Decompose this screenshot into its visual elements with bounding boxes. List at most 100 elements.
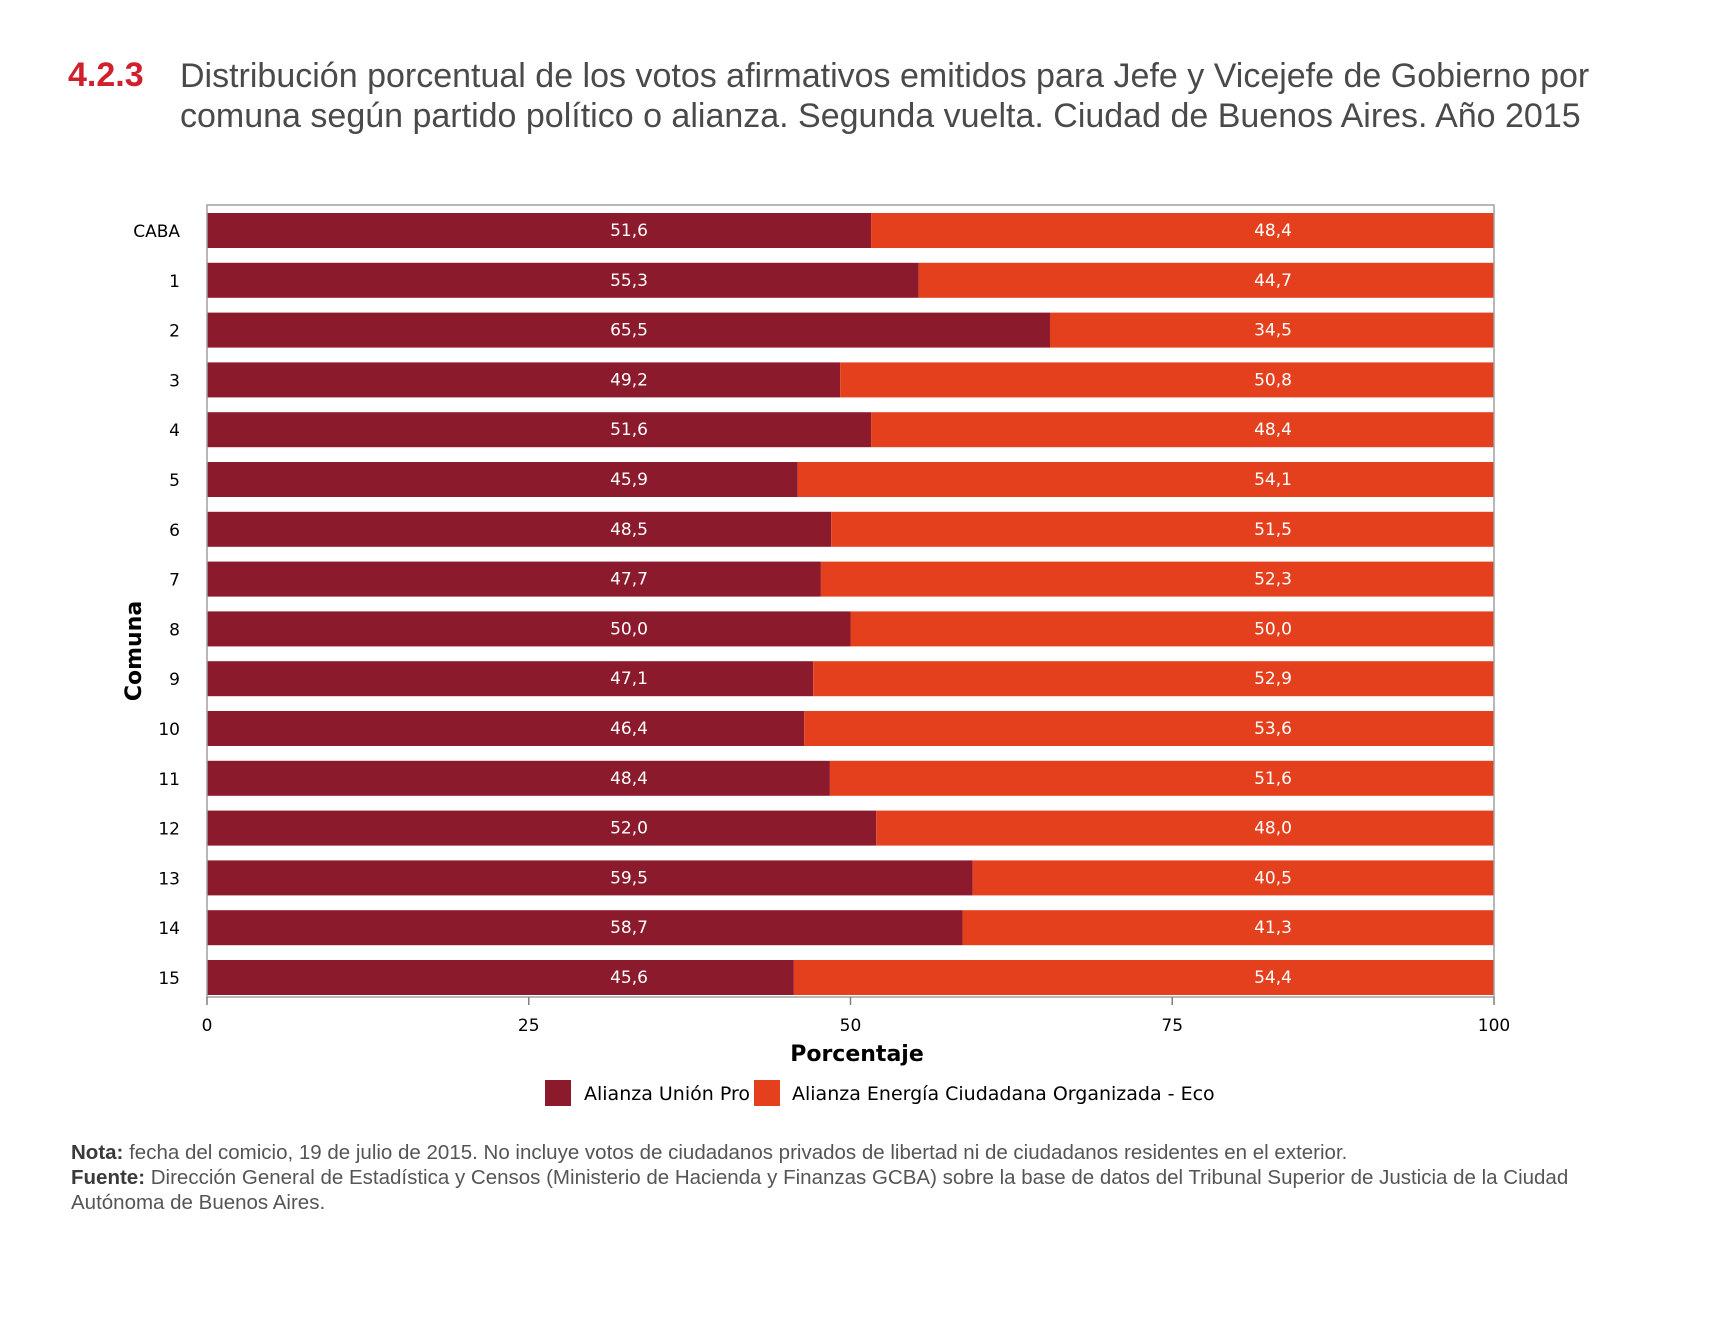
bar-pro bbox=[207, 511, 832, 547]
y-tick-label: 4 bbox=[169, 421, 180, 441]
data-label-pro: 45,6 bbox=[610, 968, 648, 988]
y-tick-label: 7 bbox=[169, 571, 180, 591]
data-label-eco: 48,4 bbox=[1254, 221, 1292, 241]
bar-pro bbox=[207, 760, 830, 796]
data-label-pro: 50,0 bbox=[610, 619, 648, 639]
y-tick-label: 12 bbox=[158, 820, 180, 840]
data-label-eco: 51,6 bbox=[1254, 769, 1292, 789]
fuente-label: Fuente: bbox=[71, 1166, 146, 1189]
bar-pro bbox=[207, 661, 814, 697]
legend-label: Alianza Unión Pro bbox=[584, 1083, 750, 1105]
bar-pro bbox=[207, 412, 872, 448]
data-label-eco: 44,7 bbox=[1254, 271, 1292, 291]
bar-eco bbox=[1049, 312, 1494, 348]
bar-pro bbox=[207, 462, 798, 497]
y-tick-label: 11 bbox=[158, 770, 180, 790]
legend-label: Alianza Energía Ciudadana Organizada - E… bbox=[792, 1083, 1215, 1105]
y-axis-label: Comuna bbox=[122, 601, 147, 701]
data-label-eco: 53,6 bbox=[1254, 719, 1292, 739]
y-tick-label: CABA bbox=[133, 222, 180, 242]
bar-eco bbox=[871, 412, 1494, 448]
y-tick-label: 6 bbox=[169, 521, 180, 541]
legend-swatch bbox=[545, 1080, 571, 1106]
notes-block: Nota: fecha del comicio, 19 de julio de … bbox=[71, 1140, 1591, 1215]
bar-eco bbox=[820, 561, 1494, 597]
x-axis-label: Porcentaje bbox=[790, 1042, 924, 1067]
bar-pro bbox=[207, 960, 794, 995]
x-tick-label: 75 bbox=[1161, 1016, 1183, 1036]
data-label-eco: 50,0 bbox=[1254, 619, 1292, 639]
bar-pro bbox=[207, 611, 851, 647]
nota-label: Nota: bbox=[71, 1141, 124, 1164]
note-line: Nota: fecha del comicio, 19 de julio de … bbox=[71, 1140, 1591, 1165]
y-tick-label: 13 bbox=[158, 869, 180, 889]
legend-swatch bbox=[754, 1080, 780, 1106]
data-label-eco: 40,5 bbox=[1254, 868, 1292, 888]
data-label-pro: 47,7 bbox=[610, 570, 648, 590]
bar-pro bbox=[207, 910, 963, 946]
data-label-pro: 48,5 bbox=[610, 520, 648, 540]
data-label-pro: 55,3 bbox=[610, 271, 648, 291]
data-label-eco: 52,9 bbox=[1254, 669, 1292, 689]
bar-pro bbox=[207, 213, 872, 248]
bar-eco bbox=[840, 362, 1494, 398]
data-label-pro: 52,0 bbox=[610, 819, 648, 839]
y-tick-label: 2 bbox=[169, 322, 180, 342]
bar-eco bbox=[972, 860, 1494, 896]
data-label-pro: 49,2 bbox=[610, 370, 648, 390]
x-tick-label: 0 bbox=[202, 1016, 213, 1036]
data-label-pro: 51,6 bbox=[610, 221, 648, 241]
bar-eco bbox=[876, 810, 1494, 846]
data-label-eco: 41,3 bbox=[1254, 918, 1292, 938]
data-label-eco: 48,4 bbox=[1254, 420, 1292, 440]
x-tick-label: 50 bbox=[840, 1016, 862, 1036]
x-axis-ticks: 0 25 50 75 100 bbox=[202, 997, 1510, 1036]
y-tick-label: 15 bbox=[158, 969, 180, 989]
bar-eco bbox=[918, 262, 1494, 298]
bar-pro bbox=[207, 262, 919, 298]
bar-pro bbox=[207, 561, 821, 597]
data-label-eco: 54,1 bbox=[1254, 470, 1292, 490]
y-tick-label: 8 bbox=[169, 620, 180, 640]
bar-eco bbox=[831, 511, 1494, 547]
bars-group: 51,6 48,4 55,3 44,7 65,5 34,5 49,2 50,8 51,6 48,4… bbox=[207, 213, 1494, 995]
bar-eco bbox=[871, 213, 1494, 248]
data-label-eco: 52,3 bbox=[1254, 570, 1292, 590]
bar-pro bbox=[207, 362, 841, 398]
data-label-pro: 51,6 bbox=[610, 420, 648, 440]
data-label-pro: 45,9 bbox=[610, 470, 648, 490]
y-tick-label: 3 bbox=[169, 371, 180, 391]
bar-eco bbox=[813, 661, 1494, 697]
bar-eco bbox=[797, 462, 1494, 497]
data-label-pro: 58,7 bbox=[610, 918, 648, 938]
bar-eco bbox=[804, 711, 1494, 746]
y-tick-label: 9 bbox=[169, 670, 180, 690]
bar-eco bbox=[793, 960, 1494, 995]
bar-pro bbox=[207, 810, 877, 846]
x-tick-label: 100 bbox=[1478, 1016, 1510, 1036]
bar-eco bbox=[850, 611, 1494, 647]
data-label-eco: 48,0 bbox=[1254, 819, 1292, 839]
data-label-eco: 54,4 bbox=[1254, 968, 1292, 988]
data-label-eco: 51,5 bbox=[1254, 520, 1292, 540]
data-label-eco: 34,5 bbox=[1254, 321, 1292, 341]
y-tick-label: 14 bbox=[158, 919, 180, 939]
chart-number: 4.2.3 bbox=[68, 56, 144, 94]
bar-pro bbox=[207, 711, 805, 746]
data-label-pro: 47,1 bbox=[610, 669, 648, 689]
bar-pro bbox=[207, 860, 973, 896]
data-label-pro: 48,4 bbox=[610, 769, 648, 789]
y-tick-label: 5 bbox=[169, 471, 180, 491]
data-label-eco: 50,8 bbox=[1254, 370, 1292, 390]
y-tick-label: 10 bbox=[158, 720, 180, 740]
nota-text: fecha del comicio, 19 de julio de 2015. … bbox=[129, 1141, 1348, 1164]
bar-eco bbox=[962, 910, 1494, 946]
bar-pro bbox=[207, 312, 1050, 348]
x-tick-label: 25 bbox=[518, 1016, 540, 1036]
data-label-pro: 46,4 bbox=[610, 719, 648, 739]
data-label-pro: 59,5 bbox=[610, 868, 648, 888]
source-line: Fuente: Dirección General de Estadística… bbox=[71, 1165, 1591, 1215]
y-tick-label: 1 bbox=[169, 272, 180, 292]
